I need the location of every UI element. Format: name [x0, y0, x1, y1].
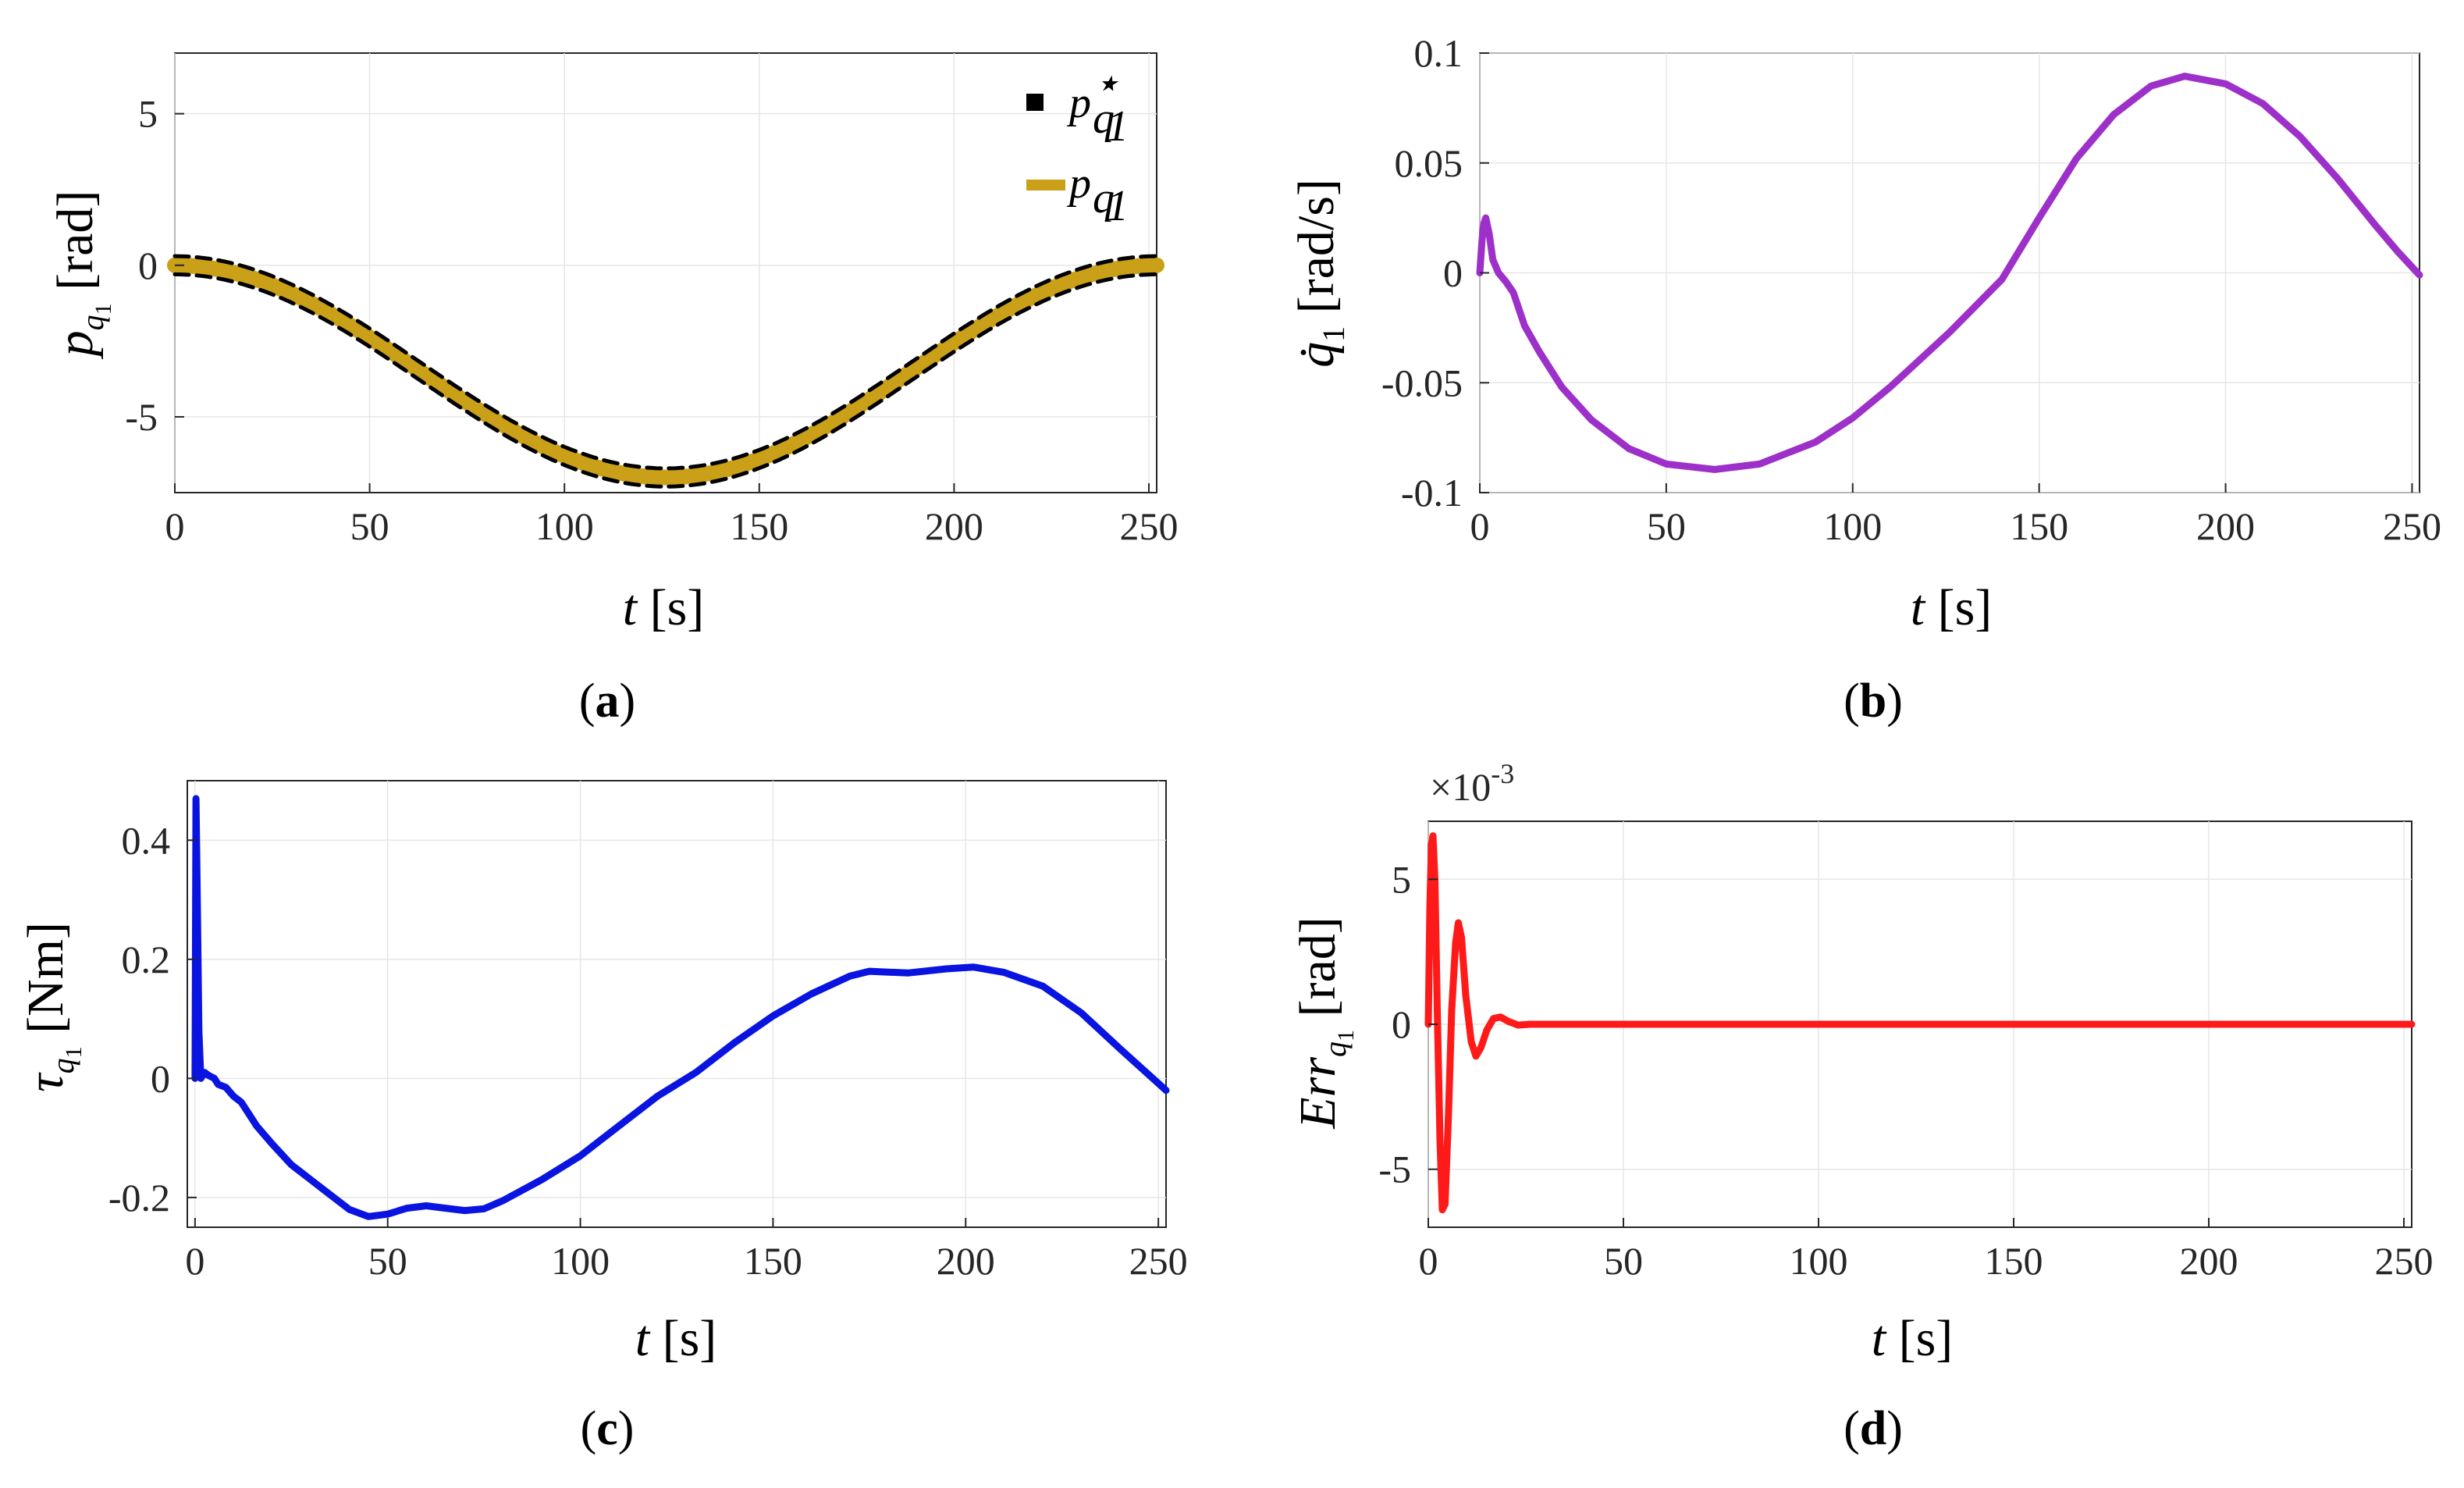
- svg-text:τq1 [Nm]: τq1 [Nm]: [17, 922, 87, 1092]
- caption-b: (b): [1844, 675, 1903, 728]
- y-tick-label: 0.2: [122, 938, 171, 981]
- subplot-d: 0 50 100 150 200 250 -5 0 5 ×10-3 t [s] Errq1 […: [1289, 758, 2434, 1455]
- y-ticks-b: -0.1 -0.05 0 0.05 0.1: [1381, 31, 1489, 514]
- x-tick-label: 50: [1604, 1239, 1643, 1283]
- x-axis-label-b: t [s]: [1911, 579, 1993, 636]
- x-tick-label: 150: [744, 1239, 802, 1283]
- series-line-b-0: [1476, 73, 2423, 473]
- y-tick-label: 0: [138, 244, 158, 287]
- legend-label-actual-sub: q: [1093, 174, 1115, 222]
- x-tick-label: 0: [185, 1239, 204, 1283]
- subplot-a: 0 50 100 150 200 250 -5 0 5 p q 1 ⋆ p q 1 t [s]…: [47, 52, 1179, 728]
- legend-label-reference: p: [1066, 79, 1091, 127]
- y-tick-label: 5: [1392, 857, 1411, 901]
- x-axis-label-a: t [s]: [623, 579, 705, 636]
- subplot-c: 0 50 100 150 200 250 -0.2 0 0.2 0.4 t [s] τq1 [N…: [17, 780, 1188, 1455]
- x-tick-label: 200: [2196, 504, 2255, 548]
- y-tick-label: 0.1: [1414, 31, 1463, 75]
- y-axis-label-d: Errq1 [rad]: [1289, 917, 1359, 1129]
- x-tick-label: 250: [2375, 1239, 2434, 1283]
- x-ticks-c: 0 50 100 150 200 250: [185, 1218, 1188, 1283]
- caption-a: (a): [579, 675, 635, 728]
- legend-label-reference-star: ⋆: [1093, 59, 1120, 108]
- y-tick-label: 5: [138, 92, 158, 136]
- x-tick-label: 0: [1470, 504, 1490, 548]
- y-ticks-c: -0.2 0 0.2 0.4: [108, 818, 197, 1219]
- x-tick-label: 200: [2180, 1239, 2238, 1283]
- x-axis-label-c: t [s]: [635, 1310, 717, 1367]
- svg-text:pq1 [rad]: pq1 [rad]: [47, 190, 116, 360]
- series-line-a-0: [172, 254, 1159, 471]
- y-ticks-d: -5 0 5: [1378, 857, 1438, 1191]
- y-axis-label-a: pq1 [rad]: [47, 190, 116, 360]
- x-tick-label: 250: [1120, 504, 1179, 548]
- series-group-a: [167, 254, 1164, 489]
- x-tick-label: 100: [1790, 1239, 1848, 1283]
- legend-label-reference-sub: q: [1093, 94, 1115, 143]
- x-tick-label: 0: [1419, 1239, 1438, 1283]
- y-scale-factor-d: ×10-3: [1430, 758, 1514, 809]
- gridlines-b: [1479, 52, 2420, 493]
- y-axis-label-c: τq1 [Nm]: [17, 922, 87, 1092]
- series-group-c: [191, 795, 1170, 1220]
- x-tick-label: 100: [535, 504, 594, 548]
- x-tick-label: 200: [925, 504, 983, 548]
- y-tick-label: -0.1: [1401, 471, 1463, 514]
- y-axis-label-b: q̇1 [rad/s]: [1288, 179, 1351, 368]
- x-tick-label: 100: [1823, 504, 1882, 548]
- series-line-a-2: [167, 257, 1164, 486]
- y-tick-label: 0: [151, 1056, 170, 1100]
- x-tick-label: 150: [2010, 504, 2068, 548]
- x-tick-label: 200: [937, 1239, 995, 1283]
- y-tick-label: -5: [1378, 1148, 1411, 1191]
- y-tick-label: 0.05: [1395, 141, 1463, 185]
- legend-marker-reference: [1026, 94, 1044, 111]
- y-tick-label: -0.2: [108, 1176, 170, 1219]
- x-axis-label-d: t [s]: [1872, 1310, 1954, 1367]
- x-tick-label: 150: [1985, 1239, 2043, 1283]
- plot-area-c: [187, 780, 1167, 1228]
- y-tick-label: 0: [1392, 1002, 1411, 1046]
- caption-c: (c): [581, 1402, 635, 1455]
- x-ticks-d: 0 50 100 150 200 250: [1419, 1218, 2434, 1283]
- series-group-b: [1476, 73, 2423, 473]
- x-tick-label: 50: [368, 1239, 407, 1283]
- x-tick-label: 150: [730, 504, 788, 548]
- x-tick-label: 50: [350, 504, 389, 548]
- caption-d: (d): [1844, 1402, 1903, 1455]
- x-tick-label: 100: [551, 1239, 610, 1283]
- x-tick-label: 0: [165, 504, 185, 548]
- plot-area-a: [174, 52, 1157, 493]
- series-line-a-1: [172, 272, 1159, 489]
- svg-text:q̇1 [rad/s]: q̇1 [rad/s]: [1288, 179, 1351, 368]
- y-tick-label: 0.4: [122, 818, 171, 862]
- x-tick-label: 250: [2383, 504, 2441, 548]
- y-ticks-a: -5 0 5: [125, 92, 184, 439]
- x-ticks-a: 0 50 100 150 200 250: [165, 483, 1179, 548]
- legend-label-actual: p: [1066, 159, 1091, 208]
- x-ticks-b: 0 50 100 150 200 250: [1470, 483, 2441, 548]
- x-tick-label: 50: [1647, 504, 1686, 548]
- series-line-c-0: [191, 795, 1170, 1220]
- legend-label-reference-sub2: 1: [1107, 102, 1129, 151]
- legend-a: p q 1 ⋆ p q 1: [1026, 59, 1129, 230]
- legend-label-actual-sub2: 1: [1107, 182, 1129, 230]
- svg-text:Errq1 [rad]: Errq1 [rad]: [1289, 917, 1359, 1129]
- x-tick-label: 250: [1129, 1239, 1188, 1283]
- y-tick-label: -5: [125, 395, 158, 439]
- y-tick-label: -0.05: [1381, 361, 1463, 404]
- y-tick-label: 0: [1443, 251, 1463, 295]
